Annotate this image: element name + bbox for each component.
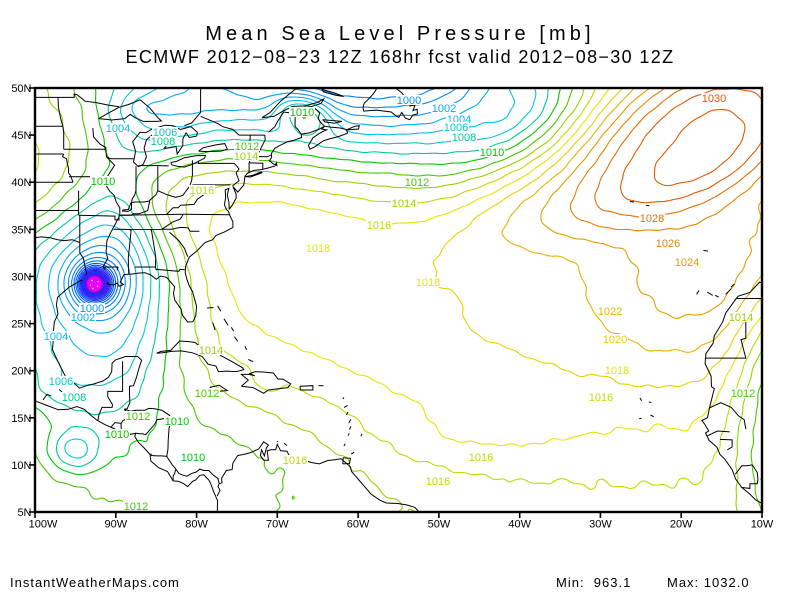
svg-text:1012: 1012 (126, 411, 150, 423)
svg-text:1010: 1010 (181, 452, 205, 464)
svg-text:30N: 30N (11, 271, 31, 283)
svg-text:20W: 20W (670, 519, 693, 531)
svg-text:1010: 1010 (290, 107, 314, 119)
svg-text:1012: 1012 (124, 501, 148, 513)
svg-text:1018: 1018 (306, 243, 330, 255)
svg-text:90W: 90W (104, 519, 127, 531)
svg-text:1022: 1022 (598, 306, 622, 318)
svg-text:1002: 1002 (432, 103, 456, 115)
svg-text:1006: 1006 (49, 376, 73, 388)
svg-text:100W: 100W (29, 519, 58, 531)
svg-text:1010: 1010 (91, 176, 115, 188)
svg-text:30W: 30W (589, 519, 612, 531)
svg-text:1016: 1016 (589, 392, 613, 404)
svg-text:1018: 1018 (416, 277, 440, 289)
svg-text:50W: 50W (428, 519, 451, 531)
svg-text:1024: 1024 (675, 257, 699, 269)
svg-text:1012: 1012 (405, 177, 429, 189)
svg-text:1014: 1014 (234, 151, 258, 163)
svg-text:1020: 1020 (603, 334, 627, 346)
svg-text:35N: 35N (11, 224, 31, 236)
svg-text:1030: 1030 (702, 93, 726, 105)
svg-text:1016: 1016 (190, 185, 214, 197)
svg-text:1004: 1004 (44, 331, 68, 343)
svg-text:45N: 45N (11, 130, 31, 142)
svg-text:10N: 10N (11, 460, 31, 472)
svg-text:1012: 1012 (731, 388, 755, 400)
svg-text:1000: 1000 (397, 95, 421, 107)
svg-text:1016: 1016 (367, 220, 391, 232)
svg-text:1006: 1006 (444, 122, 468, 134)
svg-text:40N: 40N (11, 177, 31, 189)
svg-text:1014: 1014 (199, 345, 223, 357)
svg-text:1026: 1026 (656, 238, 680, 250)
svg-text:5N: 5N (17, 507, 31, 519)
svg-text:1008: 1008 (151, 136, 175, 148)
svg-text:10W: 10W (751, 519, 774, 531)
svg-text:80W: 80W (185, 519, 208, 531)
svg-text:60W: 60W (347, 519, 370, 531)
svg-text:1014: 1014 (392, 198, 416, 210)
svg-text:1014: 1014 (729, 312, 753, 324)
svg-text:20N: 20N (11, 366, 31, 378)
svg-text:1012: 1012 (235, 141, 259, 153)
svg-text:1016: 1016 (469, 452, 493, 464)
svg-text:1008: 1008 (62, 392, 86, 404)
svg-text:25N: 25N (11, 319, 31, 331)
svg-text:1008: 1008 (452, 132, 476, 144)
svg-text:1004: 1004 (106, 123, 130, 135)
svg-text:70W: 70W (266, 519, 289, 531)
svg-text:1028: 1028 (640, 213, 664, 225)
svg-text:1010: 1010 (165, 416, 189, 428)
svg-text:1010: 1010 (105, 429, 129, 441)
svg-text:1018: 1018 (605, 365, 629, 377)
svg-text:15N: 15N (11, 413, 31, 425)
svg-text:40W: 40W (508, 519, 531, 531)
svg-text:1016: 1016 (283, 455, 307, 467)
svg-text:1012: 1012 (195, 388, 219, 400)
svg-text:50N: 50N (11, 83, 31, 95)
svg-text:1010: 1010 (480, 147, 504, 159)
svg-text:1002: 1002 (71, 312, 95, 324)
svg-text:1016: 1016 (426, 476, 450, 488)
